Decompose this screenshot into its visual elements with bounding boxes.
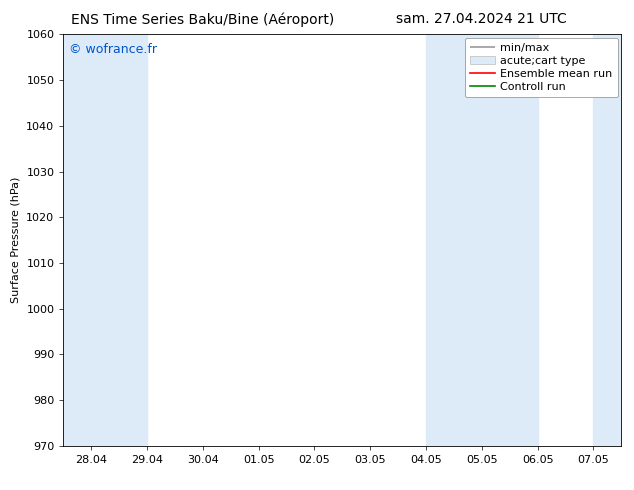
Bar — [593, 34, 621, 446]
Legend: min/max, acute;cart type, Ensemble mean run, Controll run: min/max, acute;cart type, Ensemble mean … — [465, 38, 618, 97]
Text: ENS Time Series Baku/Bine (Aéroport): ENS Time Series Baku/Bine (Aéroport) — [71, 12, 335, 27]
Bar — [426, 34, 538, 446]
Bar — [63, 34, 147, 446]
Text: © wofrance.fr: © wofrance.fr — [69, 43, 157, 55]
Text: sam. 27.04.2024 21 UTC: sam. 27.04.2024 21 UTC — [396, 12, 567, 26]
Y-axis label: Surface Pressure (hPa): Surface Pressure (hPa) — [11, 177, 21, 303]
